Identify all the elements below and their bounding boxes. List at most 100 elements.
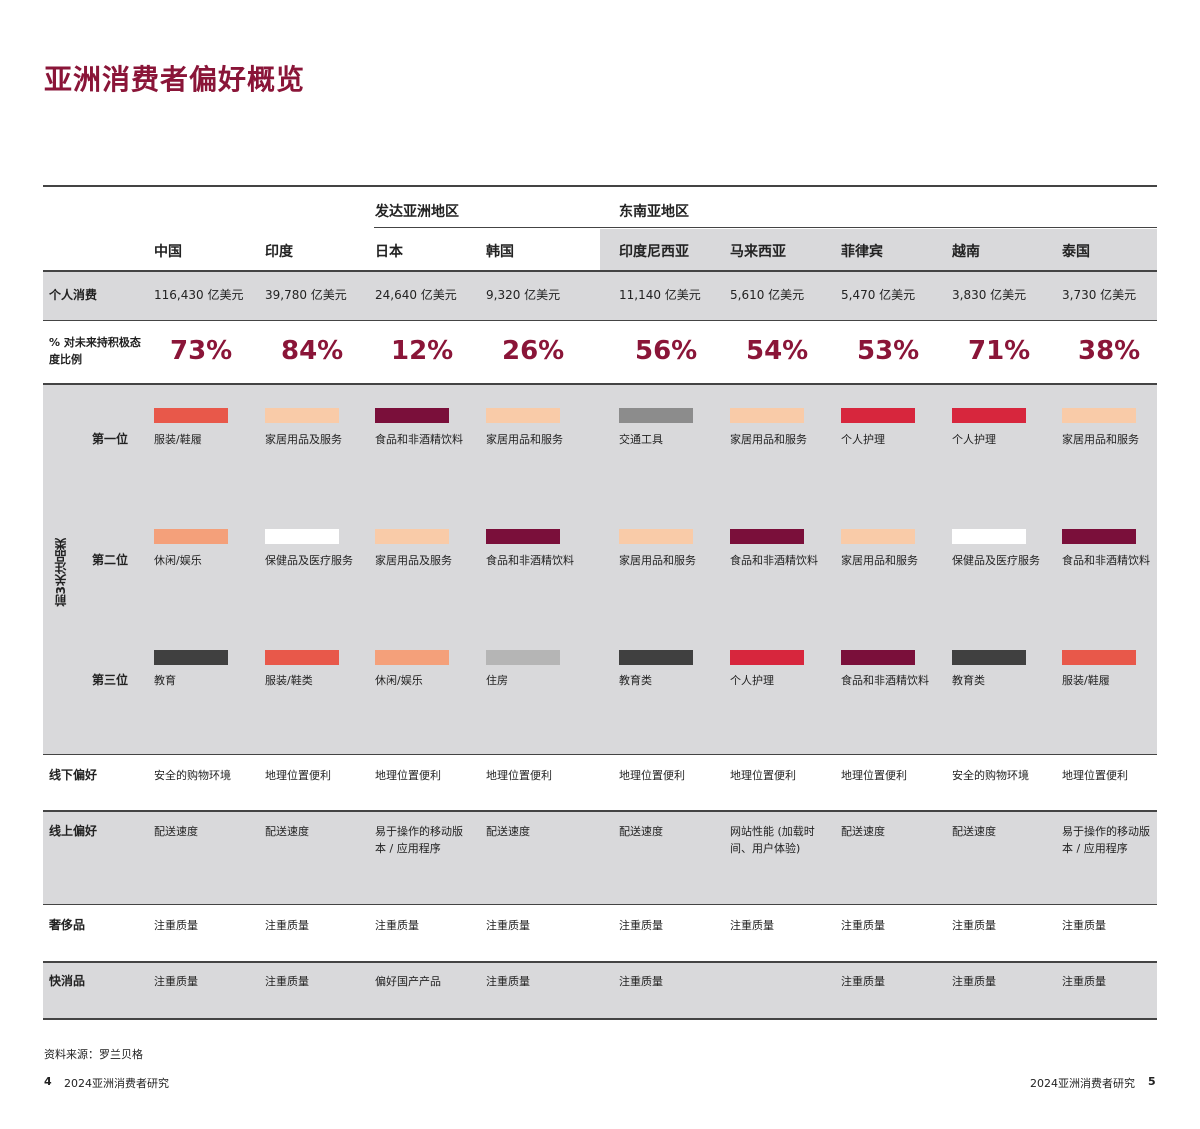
category-label: 个人护理	[841, 433, 885, 446]
category-swatch	[730, 408, 804, 423]
category-label: 服装/鞋类	[265, 674, 313, 687]
attitude-percent: 38%	[1078, 336, 1141, 366]
consumption-band	[43, 271, 1157, 320]
footer-left-text: 2024亚洲消费者研究	[64, 1077, 169, 1090]
rule-attitude	[43, 383, 1157, 385]
source-note: 资料来源：罗兰贝格	[44, 1048, 143, 1061]
online-preference: 网站性能 (加载时间、用户体验)	[730, 825, 815, 855]
rule-top3	[43, 754, 1157, 755]
category-label: 家居用品和服务	[619, 554, 696, 567]
country-header: 马来西亚	[730, 244, 786, 260]
online-preference: 易于操作的移动版本 / 应用程序	[1062, 825, 1150, 855]
luxury-preference: 注重质量	[730, 919, 774, 932]
category-swatch	[375, 529, 449, 544]
fmcg-band	[43, 962, 1157, 1019]
category-swatch	[952, 650, 1026, 665]
header-rule	[43, 270, 1157, 272]
label-rank3: 第三位	[92, 673, 129, 687]
category-swatch	[619, 529, 693, 544]
consumption-value: 3,830 亿美元	[952, 288, 1027, 302]
offline-preference: 地理位置便利	[375, 769, 441, 782]
label-fmcg: 快消品	[49, 974, 86, 988]
category-label: 家居用品和服务	[730, 433, 807, 446]
category-swatch	[1062, 650, 1136, 665]
category-swatch	[1062, 529, 1136, 544]
consumption-value: 39,780 亿美元	[265, 288, 347, 302]
category-swatch	[730, 529, 804, 544]
online-preference: 配送速度	[265, 825, 309, 838]
category-swatch	[375, 408, 449, 423]
label-attitude: % 对未来持积极态度比例	[49, 336, 141, 366]
attitude-percent: 12%	[391, 336, 454, 366]
consumption-value: 9,320 亿美元	[486, 288, 561, 302]
luxury-preference: 注重质量	[154, 919, 198, 932]
fmcg-preference: 偏好国产产品	[375, 975, 441, 988]
header-band-southeast	[600, 229, 1157, 270]
group-rule	[374, 227, 1157, 228]
category-label: 家居用品和服务	[486, 433, 563, 446]
offline-preference: 地理位置便利	[265, 769, 331, 782]
category-label: 食品和非酒精饮料	[730, 554, 818, 567]
country-header: 中国	[154, 244, 182, 260]
category-label: 食品和非酒精饮料	[486, 554, 574, 567]
category-swatch	[486, 408, 560, 423]
category-label: 食品和非酒精饮料	[841, 674, 929, 687]
consumption-value: 5,470 亿美元	[841, 288, 916, 302]
category-label: 家居用品及服务	[375, 554, 452, 567]
rule-luxury	[43, 961, 1157, 963]
online-preference: 配送速度	[619, 825, 663, 838]
online-band	[43, 811, 1157, 904]
fmcg-preference: 注重质量	[154, 975, 198, 988]
category-swatch	[1062, 408, 1136, 423]
consumption-value: 11,140 亿美元	[619, 288, 701, 302]
country-header: 印度	[265, 244, 293, 260]
category-swatch	[265, 529, 339, 544]
label-online: 线上偏好	[49, 824, 98, 838]
attitude-percent: 84%	[281, 336, 344, 366]
category-swatch	[619, 650, 693, 665]
offline-preference: 安全的购物环境	[952, 769, 1029, 782]
category-label: 交通工具	[619, 433, 663, 446]
category-label: 家居用品和服务	[1062, 433, 1139, 446]
offline-preference: 安全的购物环境	[154, 769, 231, 782]
fmcg-preference: 注重质量	[619, 975, 663, 988]
label-rank1: 第一位	[92, 432, 129, 446]
offline-preference: 地理位置便利	[841, 769, 907, 782]
category-swatch	[952, 408, 1026, 423]
label-rank2: 第二位	[92, 553, 129, 567]
category-swatch	[265, 408, 339, 423]
category-label: 个人护理	[952, 433, 996, 446]
fmcg-preference: 注重质量	[265, 975, 309, 988]
luxury-preference: 注重质量	[619, 919, 663, 932]
consumption-value: 24,640 亿美元	[375, 288, 457, 302]
offline-preference: 地理位置便利	[1062, 769, 1128, 782]
label-consumption: 个人消费	[49, 288, 98, 302]
category-label: 服装/鞋履	[154, 433, 202, 446]
online-preference: 易于操作的移动版本 / 应用程序	[375, 825, 463, 855]
category-label: 个人护理	[730, 674, 774, 687]
category-swatch	[841, 408, 915, 423]
category-swatch	[486, 529, 560, 544]
group-southeast: 东南亚地区	[619, 204, 689, 220]
rule-consumption	[43, 320, 1157, 321]
luxury-preference: 注重质量	[841, 919, 885, 932]
category-swatch	[154, 529, 228, 544]
category-swatch	[841, 529, 915, 544]
country-header: 印度尼西亚	[619, 244, 689, 260]
country-header: 日本	[375, 244, 403, 260]
country-header: 越南	[952, 244, 980, 260]
attitude-percent: 54%	[746, 336, 809, 366]
attitude-percent: 71%	[968, 336, 1031, 366]
luxury-preference: 注重质量	[375, 919, 419, 932]
category-label: 家居用品及服务	[265, 433, 342, 446]
category-label: 家居用品和服务	[841, 554, 918, 567]
category-label: 教育类	[619, 674, 652, 687]
top3-band	[43, 384, 1157, 754]
fmcg-preference: 注重质量	[952, 975, 996, 988]
attitude-percent: 73%	[170, 336, 233, 366]
country-header: 韩国	[486, 244, 514, 260]
category-swatch	[375, 650, 449, 665]
attitude-percent: 26%	[502, 336, 565, 366]
attitude-percent: 56%	[635, 336, 698, 366]
fmcg-preference: 注重质量	[1062, 975, 1106, 988]
